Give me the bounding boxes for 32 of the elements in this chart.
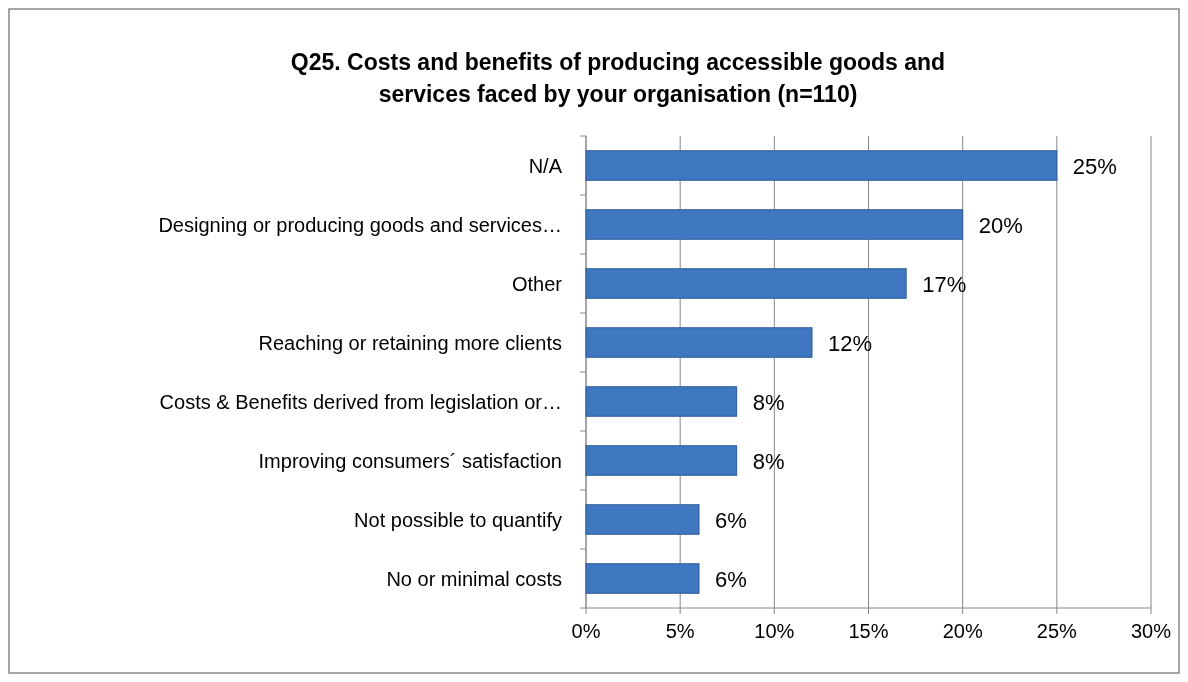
- y-tick-label: Not possible to quantify: [354, 508, 562, 531]
- bar: [585, 563, 700, 594]
- bar: [585, 445, 738, 476]
- bar: [585, 327, 813, 358]
- bar: [585, 268, 907, 299]
- data-label: 8%: [752, 389, 785, 415]
- y-tick-label: Costs & Benefits derived from legislation or…: [159, 390, 562, 413]
- data-label: 8%: [752, 448, 785, 474]
- data-label: 20%: [978, 212, 1023, 238]
- x-tick-label: 25%: [1036, 620, 1078, 642]
- data-label: 17%: [922, 271, 967, 297]
- y-tick-label: No or minimal costs: [386, 567, 562, 590]
- data-label: 25%: [1072, 153, 1117, 179]
- x-tick-label: 5%: [665, 620, 695, 642]
- data-label: 12%: [828, 330, 873, 356]
- x-tick-label: 15%: [848, 620, 889, 642]
- data-label: 6%: [715, 566, 747, 592]
- x-tick-label: 0%: [571, 620, 601, 642]
- y-tick-label: Other: [511, 272, 563, 295]
- y-tick-label: Designing or producing goods and services…: [158, 213, 562, 236]
- bar: [585, 209, 964, 240]
- x-tick-label: 30%: [1130, 620, 1172, 642]
- data-label: 6%: [715, 507, 747, 533]
- bar: [585, 150, 1058, 181]
- bar: [585, 504, 700, 535]
- x-tick-label: 10%: [754, 620, 795, 642]
- y-tick-label: Reaching or retaining more clients: [258, 331, 562, 354]
- chart-title: Q25. Costs and benefits of producing accessible goods and services faced by your organisation (n=110): [290, 49, 946, 107]
- y-tick-label: Improving consumers´ satisfaction: [258, 449, 562, 472]
- bar: [585, 386, 738, 417]
- x-tick-label: 20%: [942, 620, 983, 642]
- y-tick-label: N/A: [528, 154, 563, 177]
